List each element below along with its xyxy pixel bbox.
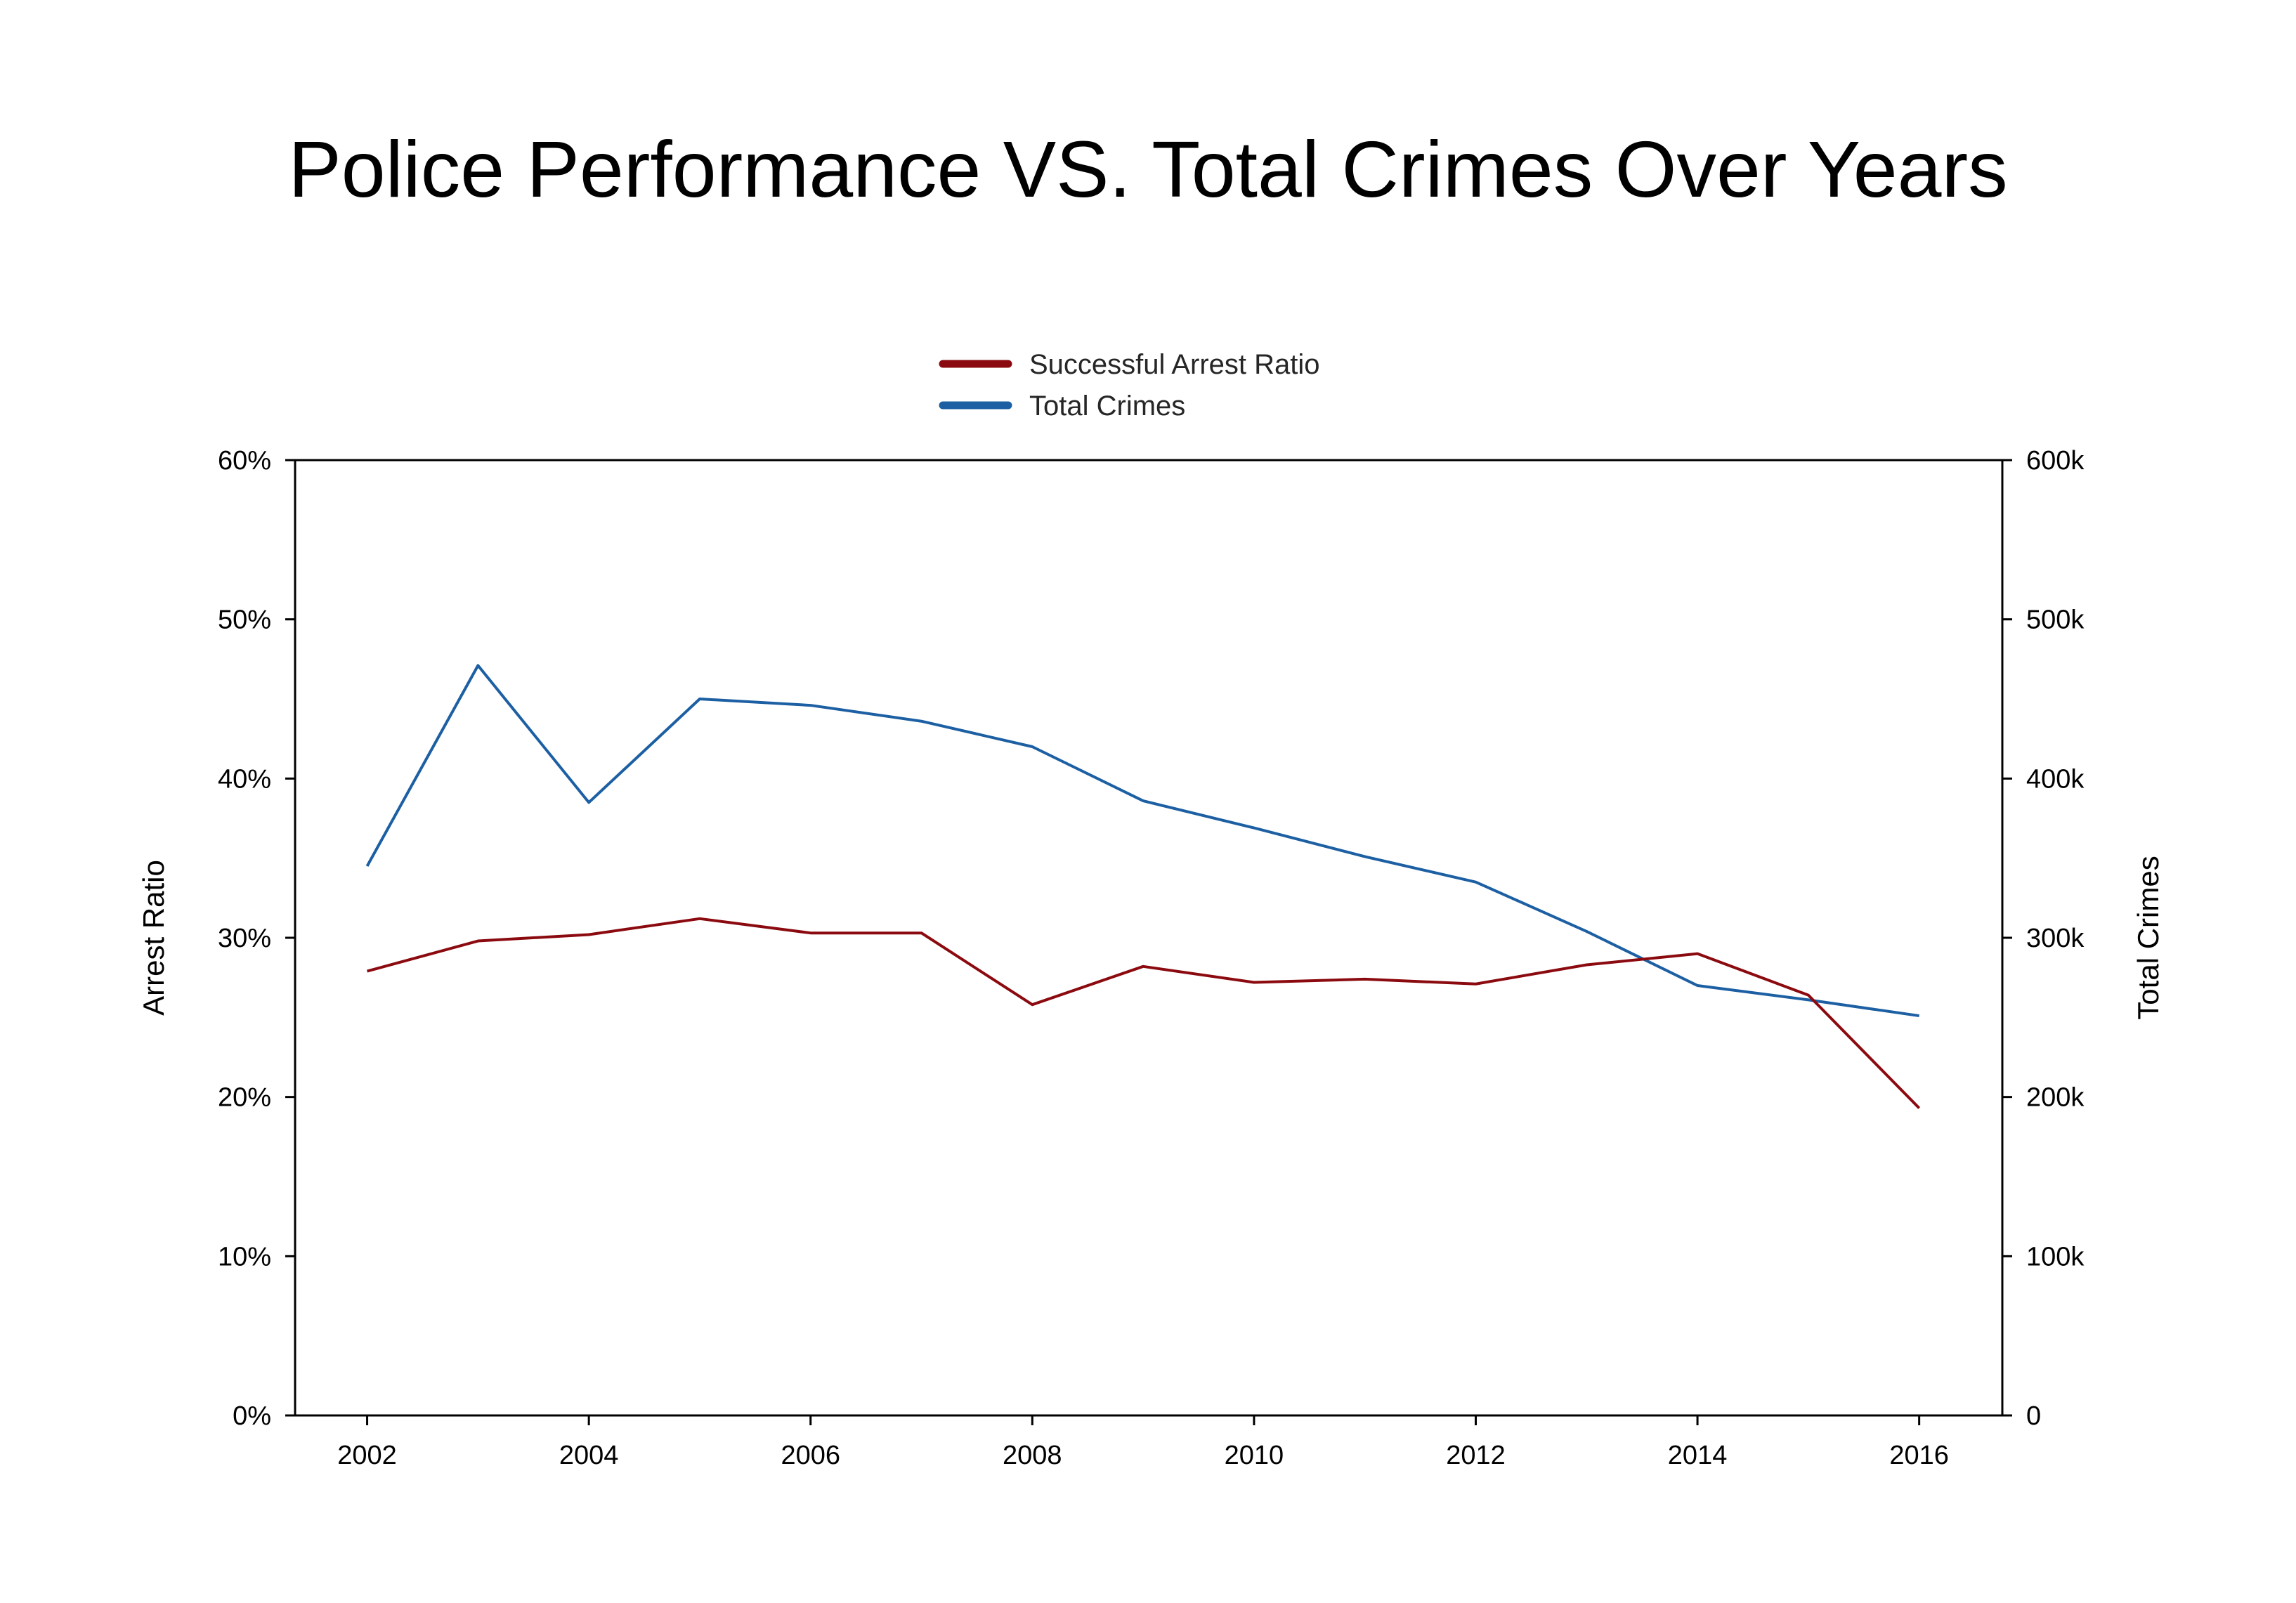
left-y-tick-label: 20%: [218, 1083, 271, 1113]
x-tick-label: 2012: [1446, 1441, 1506, 1470]
right-y-tick-label: 300k: [2026, 924, 2085, 953]
right-y-tick-label: 600k: [2026, 446, 2085, 476]
right-y-tick-label: 0: [2026, 1401, 2041, 1431]
x-tick-label: 2002: [337, 1441, 397, 1470]
x-tick-label: 2004: [559, 1441, 619, 1470]
x-axis-ticks: 2002 2004 2006 2008 2010 2012 2014 2016: [337, 1415, 1949, 1470]
left-y-tick-label: 50%: [218, 606, 271, 635]
legend-label-arrest-ratio: Successful Arrest Ratio: [1029, 349, 1320, 380]
left-y-axis-title: Arrest Ratio: [137, 860, 170, 1016]
left-y-tick-label: 10%: [218, 1242, 271, 1271]
right-y-tick-label: 100k: [2026, 1242, 2085, 1271]
left-y-tick-label: 40%: [218, 764, 271, 794]
series-layer: [365, 664, 1921, 1109]
x-tick-label: 2014: [1668, 1441, 1728, 1470]
x-tick-label: 2008: [1003, 1441, 1062, 1470]
right-y-axis-title: Total Crimes: [2132, 856, 2165, 1019]
series-line-arrest-ratio: [367, 917, 1921, 1109]
x-tick-label: 2016: [1889, 1441, 1949, 1470]
x-tick-label: 2010: [1225, 1441, 1284, 1470]
legend-label-total-crimes: Total Crimes: [1029, 391, 1185, 421]
right-y-tick-label: 400k: [2026, 764, 2085, 794]
right-y-axis-ticks: 0 100k 200k 300k 400k 500k 600k: [2002, 446, 2085, 1431]
chart-title: Police Performance VS. Total Crimes Over…: [288, 125, 2007, 214]
right-y-tick-label: 500k: [2026, 606, 2085, 635]
series-line-total-crimes: [365, 664, 1919, 1018]
left-y-tick-label: 60%: [218, 446, 271, 476]
left-y-axis-ticks: 0% 10% 20% 30% 40% 50% 60%: [218, 446, 295, 1431]
left-y-tick-label: 0%: [233, 1401, 271, 1431]
legend: Successful Arrest Ratio Total Crimes: [939, 349, 1320, 421]
right-y-tick-label: 200k: [2026, 1083, 2085, 1113]
left-y-tick-label: 30%: [218, 924, 271, 953]
x-tick-label: 2006: [781, 1441, 840, 1470]
